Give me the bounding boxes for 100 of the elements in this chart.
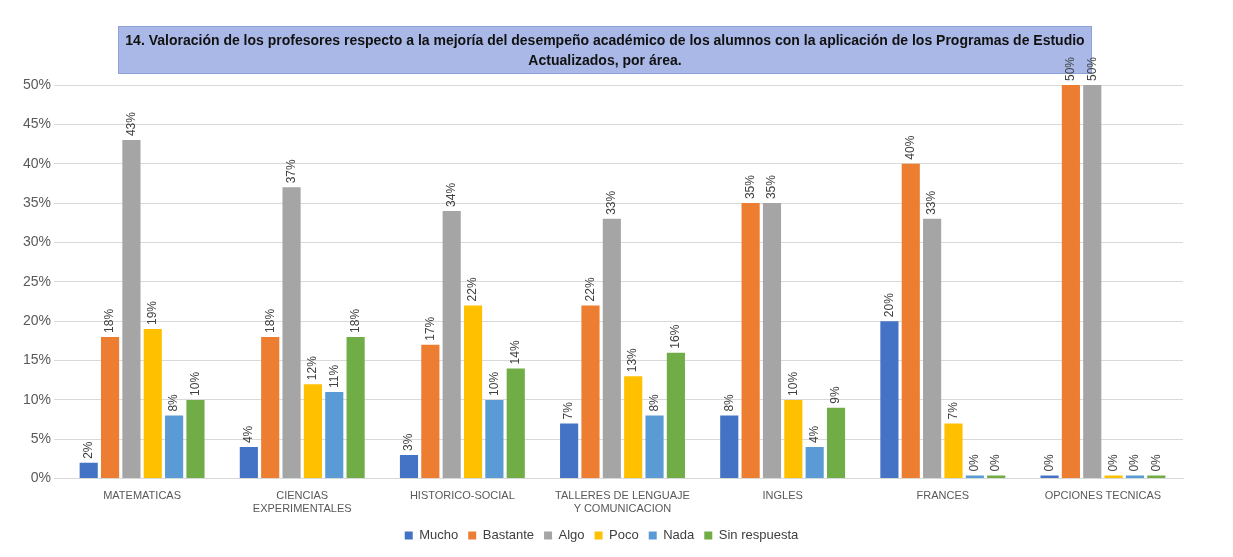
- bar: [826, 407, 846, 479]
- data-label: 10%: [486, 371, 501, 396]
- bar: [720, 415, 739, 479]
- x-tick-label: TALLERES DE LENGUAJE Y COMUNICACION: [555, 489, 690, 515]
- y-tick-label: 40%: [22, 154, 52, 171]
- data-label: 20%: [881, 292, 896, 318]
- bar: [186, 399, 205, 479]
- legend-label: Sin respuesta: [718, 527, 800, 543]
- bar: [282, 187, 301, 479]
- legend-label: Bastante: [482, 527, 535, 543]
- data-label: 37%: [283, 158, 298, 184]
- data-label: 0%: [1148, 453, 1163, 472]
- bar: [784, 399, 803, 479]
- data-label: 7%: [561, 401, 576, 420]
- data-label: 18%: [347, 308, 362, 333]
- x-tick-label: CIENCIAS EXPERIMENTALES: [252, 489, 352, 515]
- bar: [122, 140, 141, 479]
- bar: [485, 399, 504, 479]
- bar: [303, 384, 322, 479]
- data-label: 43%: [123, 111, 138, 137]
- bar: [463, 305, 483, 479]
- bar: [880, 321, 899, 479]
- bar: [325, 392, 344, 479]
- data-label: 19%: [145, 300, 160, 326]
- bar: [805, 447, 824, 479]
- y-tick-label: 50%: [22, 75, 52, 92]
- bar: [1083, 85, 1102, 479]
- data-label: 33%: [604, 190, 619, 215]
- data-label: 2%: [81, 441, 96, 459]
- bar: [944, 423, 963, 479]
- data-label: 35%: [764, 174, 779, 200]
- data-label: 9%: [828, 386, 843, 404]
- data-label: 12%: [305, 355, 320, 381]
- x-tick-label: OPCIONES TECNICAS: [1044, 489, 1162, 502]
- bar: [1061, 85, 1080, 479]
- y-tick-label: 5%: [30, 430, 52, 447]
- data-label: 13%: [625, 347, 640, 373]
- legend-label: Poco: [609, 527, 639, 543]
- data-label: 8%: [646, 393, 661, 412]
- y-tick-label: 25%: [22, 272, 52, 289]
- bar: [79, 462, 98, 479]
- data-label: 8%: [721, 393, 736, 412]
- bar: [165, 415, 184, 479]
- bar: [143, 329, 162, 479]
- legend-label: Algo: [558, 527, 585, 543]
- data-label: 40%: [903, 135, 918, 160]
- bar: [442, 210, 461, 479]
- data-label: 18%: [102, 308, 117, 333]
- data-label: 33%: [924, 190, 939, 215]
- x-tick-label: INGLES: [762, 489, 803, 502]
- data-label: 17%: [422, 316, 437, 341]
- data-label: 0%: [967, 453, 982, 472]
- bar: [560, 423, 579, 479]
- bar: [645, 415, 664, 479]
- data-label: 10%: [187, 371, 202, 396]
- data-label: 4%: [806, 425, 821, 444]
- data-label: 22%: [582, 277, 597, 302]
- data-label: 50%: [1084, 56, 1099, 81]
- x-tick-label: HISTORICO-SOCIAL: [409, 489, 515, 502]
- bar: [581, 305, 600, 479]
- bar: [624, 376, 643, 479]
- bar: [923, 218, 942, 479]
- data-label: 0%: [1041, 453, 1056, 472]
- bar: [421, 344, 440, 479]
- data-label: 0%: [1105, 453, 1120, 472]
- x-tick-label: MATEMATICAS: [103, 489, 181, 502]
- y-tick-label: 20%: [22, 312, 52, 329]
- data-label: 3%: [401, 433, 416, 451]
- data-label: 18%: [262, 308, 277, 333]
- data-label: 34%: [444, 182, 459, 207]
- y-tick-label: 45%: [22, 115, 52, 132]
- legend-label: Mucho: [419, 527, 459, 543]
- y-tick-label: 30%: [22, 233, 52, 250]
- legend-label: Nada: [663, 527, 696, 543]
- data-label: 14%: [508, 340, 523, 365]
- bar: [261, 336, 280, 479]
- bar: [666, 352, 685, 479]
- data-label: 0%: [988, 453, 1003, 472]
- data-label: 22%: [465, 277, 480, 302]
- bar: [602, 218, 621, 479]
- y-tick-label: 15%: [22, 351, 52, 368]
- data-label: 4%: [241, 425, 256, 444]
- data-label: 7%: [945, 401, 960, 420]
- data-label: 16%: [668, 324, 683, 349]
- y-tick-label: 10%: [22, 390, 52, 407]
- y-tick-label: 0%: [30, 469, 52, 486]
- bar: [239, 447, 258, 479]
- bar: [346, 336, 365, 479]
- x-tick-label: FRANCES: [916, 489, 970, 502]
- y-tick-label: 35%: [22, 193, 52, 210]
- bar: [506, 368, 525, 479]
- data-label: 8%: [166, 393, 181, 412]
- data-label: 50%: [1063, 56, 1078, 81]
- bar: [762, 203, 782, 479]
- data-label: 10%: [785, 371, 800, 396]
- bar: [100, 336, 120, 479]
- bar: [901, 163, 920, 479]
- data-label: 0%: [1127, 453, 1142, 472]
- data-label: 11%: [326, 364, 341, 389]
- bar: [741, 203, 760, 479]
